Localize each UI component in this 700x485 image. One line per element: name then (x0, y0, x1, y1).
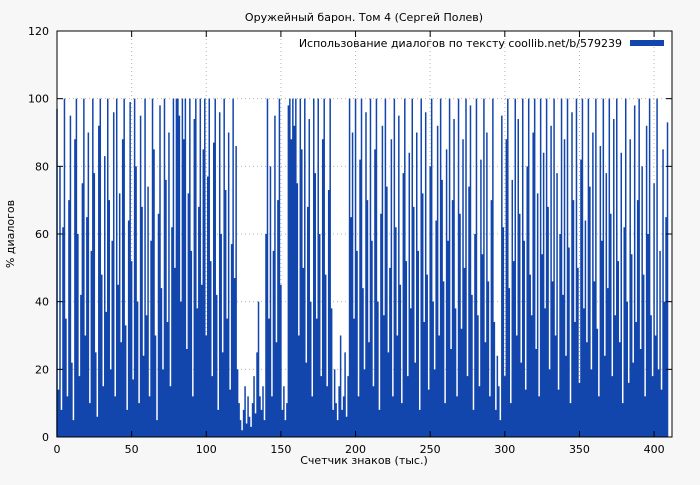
y-tick-label: 40 (35, 296, 49, 309)
y-tick-label: 0 (42, 431, 49, 444)
x-tick-label: 50 (125, 443, 139, 456)
y-tick-label: 120 (28, 25, 49, 38)
y-tick-label: 20 (35, 363, 49, 376)
y-tick-label: 100 (28, 93, 49, 106)
tick-marks (56, 30, 672, 438)
x-tick-label: 350 (569, 443, 590, 456)
x-tick-label: 150 (270, 443, 291, 456)
x-tick-label: 200 (345, 443, 366, 456)
x-tick-label: 100 (196, 443, 217, 456)
tick-labels: 0 20 40 60 80 100 120 0 50 100 150 200 250 300 350 400 (28, 25, 665, 456)
x-tick-label: 300 (494, 443, 515, 456)
x-axis-label: Счетчик знаков (тыс.) (300, 454, 428, 467)
chart-title: Оружейный барон. Том 4 (Сергей Полев) (245, 11, 483, 24)
x-tick-label: 0 (54, 443, 61, 456)
legend-label: Использование диалогов по тексту coollib… (299, 37, 622, 50)
x-tick-label: 250 (420, 443, 441, 456)
x-tick-label: 400 (644, 443, 665, 456)
legend: Использование диалогов по тексту coollib… (299, 37, 664, 50)
y-tick-label: 60 (35, 228, 49, 241)
y-tick-label: 80 (35, 160, 49, 173)
y-axis-label: % диалогов (4, 200, 17, 268)
